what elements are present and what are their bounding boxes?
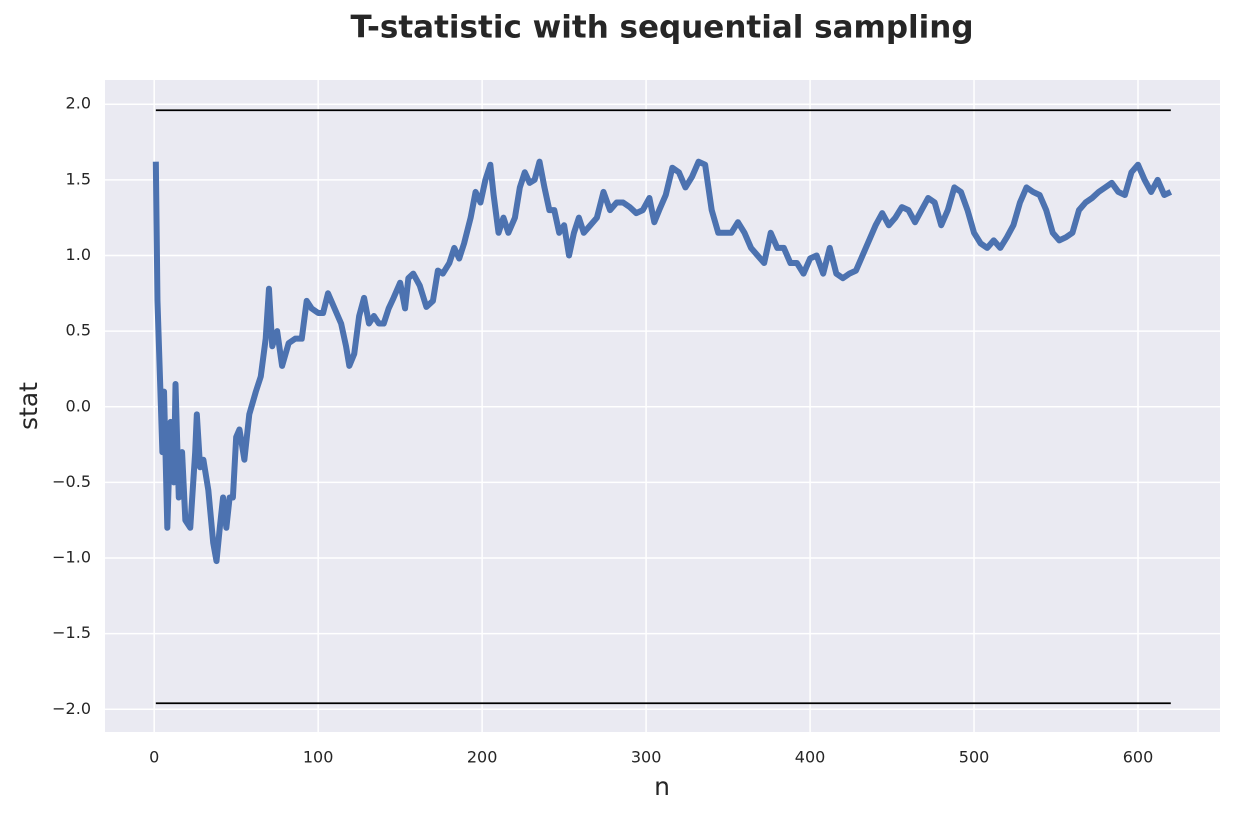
y-tick-label: 1.0 [66, 245, 91, 264]
y-tick-label: −2.0 [52, 699, 91, 718]
x-tick-label: 100 [303, 748, 334, 767]
y-tick-label: 2.0 [66, 94, 91, 113]
x-tick-label: 300 [631, 748, 662, 767]
x-axis-label: n [654, 772, 670, 801]
x-tick-label: 400 [795, 748, 826, 767]
data-line [152, 158, 1173, 565]
plot-area [105, 80, 1220, 732]
y-tick-label: 0.0 [66, 396, 91, 415]
x-tick-label: 0 [149, 748, 159, 767]
y-tick-label: 1.5 [66, 169, 91, 188]
y-tick-label: 0.5 [66, 321, 91, 340]
chart-title: T-statistic with sequential sampling [350, 10, 973, 46]
y-tick-label: −0.5 [52, 472, 91, 491]
y-tick-label: −1.5 [52, 623, 91, 642]
y-tick-label: −1.0 [52, 548, 91, 567]
x-tick-label: 600 [1123, 748, 1154, 767]
x-tick-label: 200 [467, 748, 498, 767]
x-tick-label: 500 [959, 748, 990, 767]
y-axis-label: stat [14, 382, 43, 430]
